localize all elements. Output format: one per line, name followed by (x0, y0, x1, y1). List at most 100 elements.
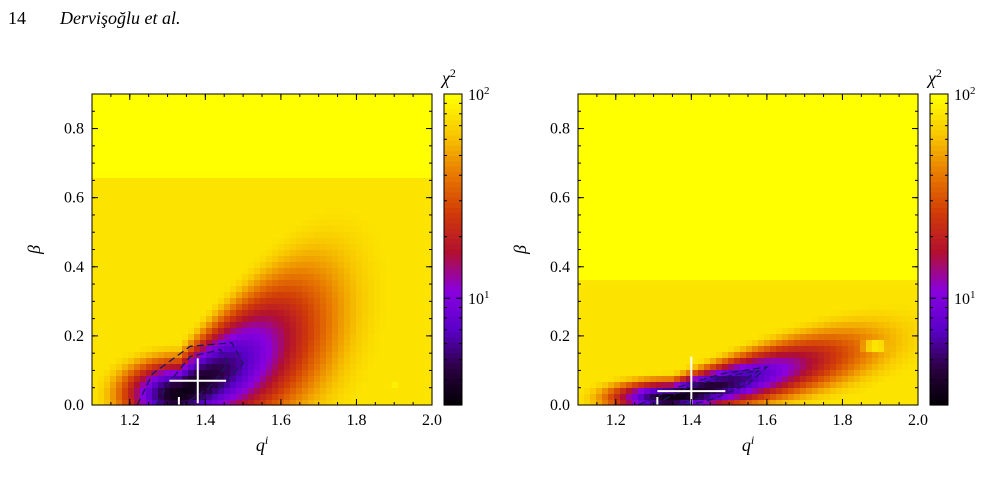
heatmap-cell (710, 208, 717, 215)
heatmap-cell (776, 214, 783, 221)
heatmap-cell (230, 124, 237, 131)
heatmap-cell (146, 214, 153, 221)
heatmap-cell (710, 166, 717, 173)
heatmap-cell (668, 208, 675, 215)
colorbar-segment (444, 265, 462, 271)
heatmap-cell (296, 118, 303, 125)
heatmap-cell (122, 262, 129, 269)
heatmap-cell (584, 262, 591, 269)
heatmap-cell (380, 364, 387, 371)
heatmap-cell (644, 316, 651, 323)
heatmap-cell (782, 148, 789, 155)
heatmap-cell (626, 298, 633, 305)
heatmap-cell (710, 130, 717, 137)
heatmap-cell (578, 160, 585, 167)
heatmap-cell (104, 166, 111, 173)
heatmap-cell (374, 94, 381, 101)
heatmap-cell (422, 346, 429, 353)
heatmap-cell (686, 202, 693, 209)
heatmap-cell (116, 202, 123, 209)
heatmap-cell (596, 130, 603, 137)
heatmap-cell (704, 382, 711, 389)
heatmap-cell (698, 334, 705, 341)
heatmap-cell (722, 190, 729, 197)
heatmap-cell (230, 340, 237, 347)
heatmap-cell (272, 250, 279, 257)
heatmap-cell (296, 130, 303, 137)
heatmap-cell (332, 160, 339, 167)
heatmap-cell (188, 310, 195, 317)
heatmap-cell (230, 214, 237, 221)
heatmap-cell (134, 364, 141, 371)
heatmap-cell (404, 232, 411, 239)
heatmap-cell (620, 322, 627, 329)
heatmap-cell (386, 220, 393, 227)
heatmap-cell (266, 292, 273, 299)
heatmap-cell (428, 184, 433, 191)
heatmap-cell (626, 142, 633, 149)
heatmap-cell (740, 130, 747, 137)
heatmap-cell (398, 376, 405, 383)
heatmap-cell (116, 298, 123, 305)
heatmap-cell (170, 226, 177, 233)
heatmap-cell (314, 190, 321, 197)
heatmap-cell (242, 160, 249, 167)
heatmap-cell (194, 274, 201, 281)
heatmap-cell (332, 382, 339, 389)
heatmap-cell (656, 334, 663, 341)
heatmap-cell (128, 394, 135, 401)
heatmap-cell (638, 292, 645, 299)
heatmap-cell (344, 100, 351, 107)
heatmap-cell (686, 250, 693, 257)
heatmap-cell (632, 352, 639, 359)
heatmap-cell (410, 394, 417, 401)
heatmap-cell (404, 382, 411, 389)
chart-panel-2: 1.2 1.4 1.6 1.8 2.00.00.20.40.60.8qiβ101102χ… (510, 66, 976, 455)
heatmap-cell (92, 346, 99, 353)
heatmap-cell (188, 130, 195, 137)
heatmap-cell (710, 322, 717, 329)
heatmap-cell (692, 112, 699, 119)
heatmap-cell (386, 166, 393, 173)
heatmap-cell (716, 304, 723, 311)
heatmap-cell (428, 268, 433, 275)
heatmap-cell (710, 142, 717, 149)
heatmap-cell (314, 322, 321, 329)
heatmap-cell (242, 322, 249, 329)
heatmap-cell (680, 226, 687, 233)
heatmap-cell (764, 316, 771, 323)
heatmap-cell (752, 400, 759, 406)
heatmap-cell (236, 346, 243, 353)
heatmap-cell (764, 112, 771, 119)
heatmap-cell (380, 94, 387, 101)
heatmap-cell (290, 220, 297, 227)
heatmap-cell (350, 130, 357, 137)
heatmap-cell (362, 130, 369, 137)
heatmap-cell (596, 376, 603, 383)
heatmap-cell (128, 202, 135, 209)
heatmap-cell (170, 154, 177, 161)
heatmap-cell (320, 292, 327, 299)
heatmap-cell (386, 154, 393, 161)
heatmap-cell (386, 130, 393, 137)
heatmap-cell (116, 262, 123, 269)
heatmap-cell (374, 256, 381, 263)
heatmap-cell (188, 238, 195, 245)
heatmap-cell (104, 154, 111, 161)
heatmap-cell (302, 268, 309, 275)
heatmap-cell (344, 346, 351, 353)
heatmap-cell (218, 142, 225, 149)
heatmap-cell (728, 394, 735, 401)
heatmap-cell (602, 190, 609, 197)
heatmap-cell (728, 148, 735, 155)
heatmap-cell (122, 400, 129, 406)
heatmap-cell (716, 148, 723, 155)
heatmap-cell (758, 394, 765, 401)
x-axis-label: qi (256, 433, 268, 455)
heatmap-cell (176, 286, 183, 293)
heatmap-cell (662, 178, 669, 185)
heatmap-cell (728, 256, 735, 263)
heatmap-cell (356, 208, 363, 215)
heatmap-cell (350, 274, 357, 281)
heatmap-cell (416, 334, 423, 341)
